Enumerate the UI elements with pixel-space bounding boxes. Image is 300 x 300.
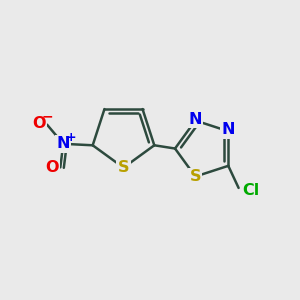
Text: S: S	[118, 160, 129, 175]
Text: N: N	[189, 112, 202, 127]
Text: N: N	[56, 136, 70, 151]
Text: O: O	[45, 160, 59, 175]
Text: S: S	[190, 169, 201, 184]
Text: O: O	[32, 116, 46, 131]
Text: Cl: Cl	[242, 183, 259, 198]
Text: −: −	[42, 110, 53, 124]
Text: N: N	[221, 122, 235, 137]
Text: +: +	[65, 131, 76, 144]
